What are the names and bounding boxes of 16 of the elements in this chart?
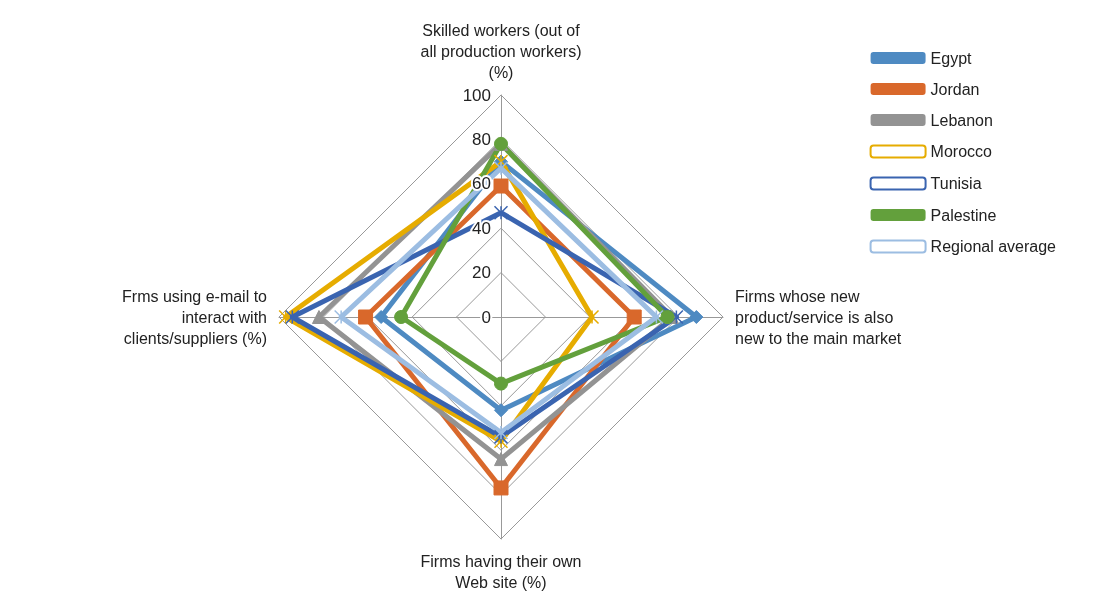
- legend-label: Regional average: [930, 238, 1057, 255]
- legend-label: Egypt: [930, 49, 973, 67]
- y-tick-label: 100: [462, 85, 491, 105]
- spoke-label: Skilled workers (out of all production workers) (%): [420, 22, 582, 81]
- y-tick-label: 80: [472, 129, 491, 149]
- spoke-label: Firms whose new product/service is also new to the main market: [735, 287, 902, 347]
- legend-label: Lebanon: [930, 111, 993, 129]
- y-tick-label: 40: [472, 218, 491, 238]
- legend-label: Palestine: [930, 206, 997, 224]
- y-tick-label: 20: [472, 263, 491, 283]
- spoke-label: Firms having their own Web site (%): [420, 553, 582, 591]
- legend-label: Morocco: [930, 143, 993, 160]
- legend-label: Jordan: [930, 80, 980, 98]
- spoke-label: Frms using e-mail to interact with clients/suppliers (%): [122, 287, 268, 347]
- y-tick-label: 0: [481, 307, 491, 327]
- legend-label: Tunisia: [930, 175, 982, 192]
